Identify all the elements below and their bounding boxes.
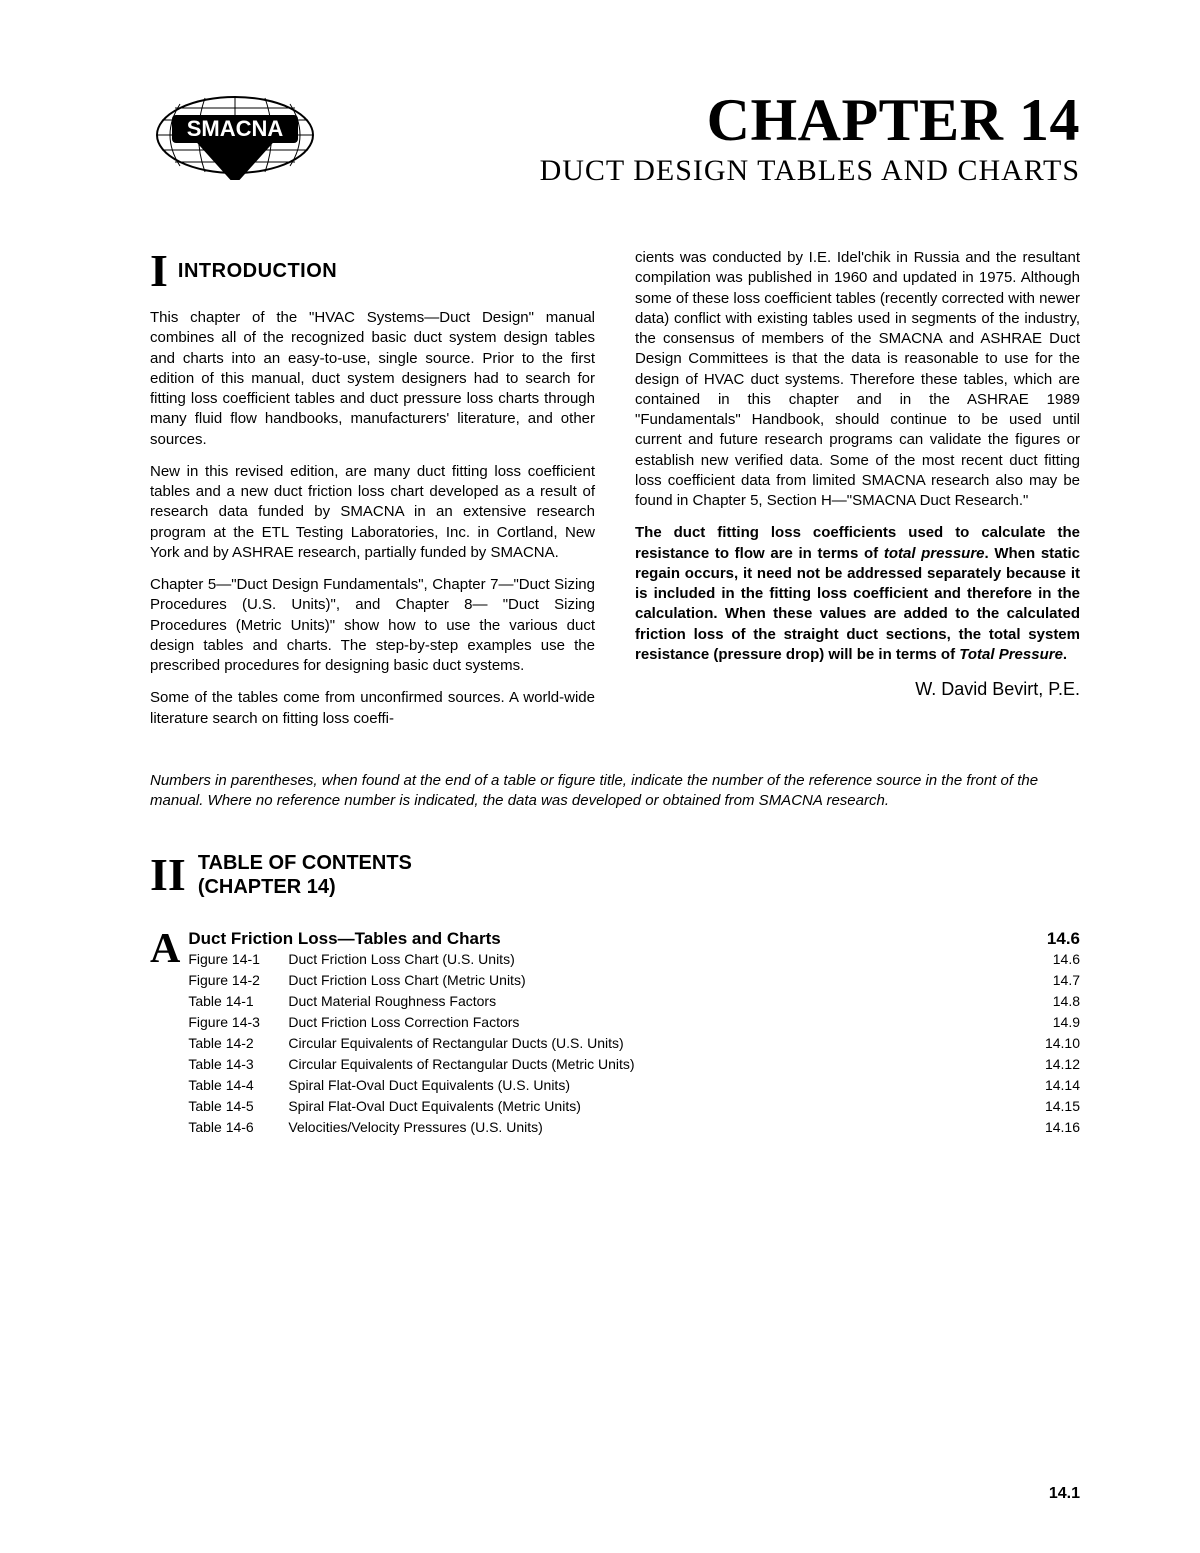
toc-row: Table 14-6Velocities/Velocity Pressures … [188,1117,1080,1138]
smacna-logo: SMACNA [150,90,320,180]
toc-section-title: Duct Friction Loss—Tables and Charts [188,929,1020,949]
chapter-subtitle: DUCT DESIGN TABLES AND CHARTS [320,154,1080,188]
toc-section-page: 14.6 [1020,929,1080,949]
toc-page: 14.10 [1020,1033,1080,1054]
logo-text: SMACNA [187,116,284,141]
intro-title: INTRODUCTION [178,258,337,285]
toc-page: 14.12 [1020,1054,1080,1075]
toc-desc: Spiral Flat-Oval Duct Equivalents (U.S. … [288,1075,1020,1096]
intro-p1: This chapter of the "HVAC Systems—Duct D… [150,308,595,450]
toc-desc: Duct Friction Loss Chart (U.S. Units) [288,949,1020,970]
toc-row: Table 14-3Circular Equivalents of Rectan… [188,1054,1080,1075]
toc-row: Table 14-4Spiral Flat-Oval Duct Equivale… [188,1075,1080,1096]
roman-one: I [150,248,168,294]
toc-page: 14.15 [1020,1096,1080,1117]
toc-desc: Duct Friction Loss Correction Factors [288,1012,1020,1033]
toc-row: Table 14-5Spiral Flat-Oval Duct Equivale… [188,1096,1080,1117]
reference-note: Numbers in parentheses, when found at th… [150,771,1080,812]
toc-desc: Velocities/Velocity Pressures (U.S. Unit… [288,1117,1020,1138]
section-letter-a: A [150,931,180,969]
toc-label: Figure 14-3 [188,1012,288,1033]
toc-label: Table 14-4 [188,1075,288,1096]
toc-page: 14.7 [1020,970,1080,991]
right-column: cients was conducted by I.E. Idel'chik i… [635,248,1080,741]
toc-section-title-row: Duct Friction Loss—Tables and Charts 14.… [188,929,1080,949]
toc-desc: Duct Friction Loss Chart (Metric Units) [288,970,1020,991]
document-page: SMACNA CHAPTER 14 DUCT DESIGN TABLES AND… [0,0,1200,1553]
intro-p4: Some of the tables come from unconfirmed… [150,688,595,729]
toc-page: 14.14 [1020,1075,1080,1096]
toc-desc: Circular Equivalents of Rectangular Duct… [288,1033,1020,1054]
toc-row: Figure 14-2Duct Friction Loss Chart (Met… [188,970,1080,991]
toc-desc: Duct Material Roughness Factors [288,991,1020,1012]
roman-two: II [150,852,186,898]
intro-right-p1: cients was conducted by I.E. Idel'chik i… [635,248,1080,511]
toc-row: Table 14-1Duct Material Roughness Factor… [188,991,1080,1012]
toc-section-a: A Duct Friction Loss—Tables and Charts 1… [150,929,1080,1138]
toc-page: 14.9 [1020,1012,1080,1033]
author-name: W. David Bevirt, P.E. [635,677,1080,701]
intro-columns: I INTRODUCTION This chapter of the "HVAC… [150,248,1080,741]
intro-heading: I INTRODUCTION [150,248,595,294]
title-block: CHAPTER 14 DUCT DESIGN TABLES AND CHARTS [320,90,1080,188]
toc-desc: Spiral Flat-Oval Duct Equivalents (Metri… [288,1096,1020,1117]
toc-label: Table 14-2 [188,1033,288,1054]
toc-label: Table 14-5 [188,1096,288,1117]
toc-row: Table 14-2Circular Equivalents of Rectan… [188,1033,1080,1054]
left-column: I INTRODUCTION This chapter of the "HVAC… [150,248,595,741]
intro-right-p2: The duct fitting loss coefficients used … [635,523,1080,665]
toc-page: 14.8 [1020,991,1080,1012]
toc-row: Figure 14-3Duct Friction Loss Correction… [188,1012,1080,1033]
toc-desc: Circular Equivalents of Rectangular Duct… [288,1054,1020,1075]
toc-page: 14.16 [1020,1117,1080,1138]
intro-p2: New in this revised edition, are many du… [150,462,595,563]
toc-label: Table 14-3 [188,1054,288,1075]
toc-heading: II TABLE OF CONTENTS (CHAPTER 14) [150,851,1080,899]
toc-body: Duct Friction Loss—Tables and Charts 14.… [188,929,1080,1138]
toc-page: 14.6 [1020,949,1080,970]
toc-label: Table 14-6 [188,1117,288,1138]
chapter-title: CHAPTER 14 [320,90,1080,150]
page-number: 14.1 [1049,1485,1080,1503]
toc-label: Figure 14-2 [188,970,288,991]
toc-title: TABLE OF CONTENTS (CHAPTER 14) [198,851,412,899]
toc-row: Figure 14-1Duct Friction Loss Chart (U.S… [188,949,1080,970]
toc-label: Table 14-1 [188,991,288,1012]
toc-label: Figure 14-1 [188,949,288,970]
intro-p3: Chapter 5—"Duct Design Fundamentals", Ch… [150,575,595,676]
page-header: SMACNA CHAPTER 14 DUCT DESIGN TABLES AND… [150,90,1080,188]
